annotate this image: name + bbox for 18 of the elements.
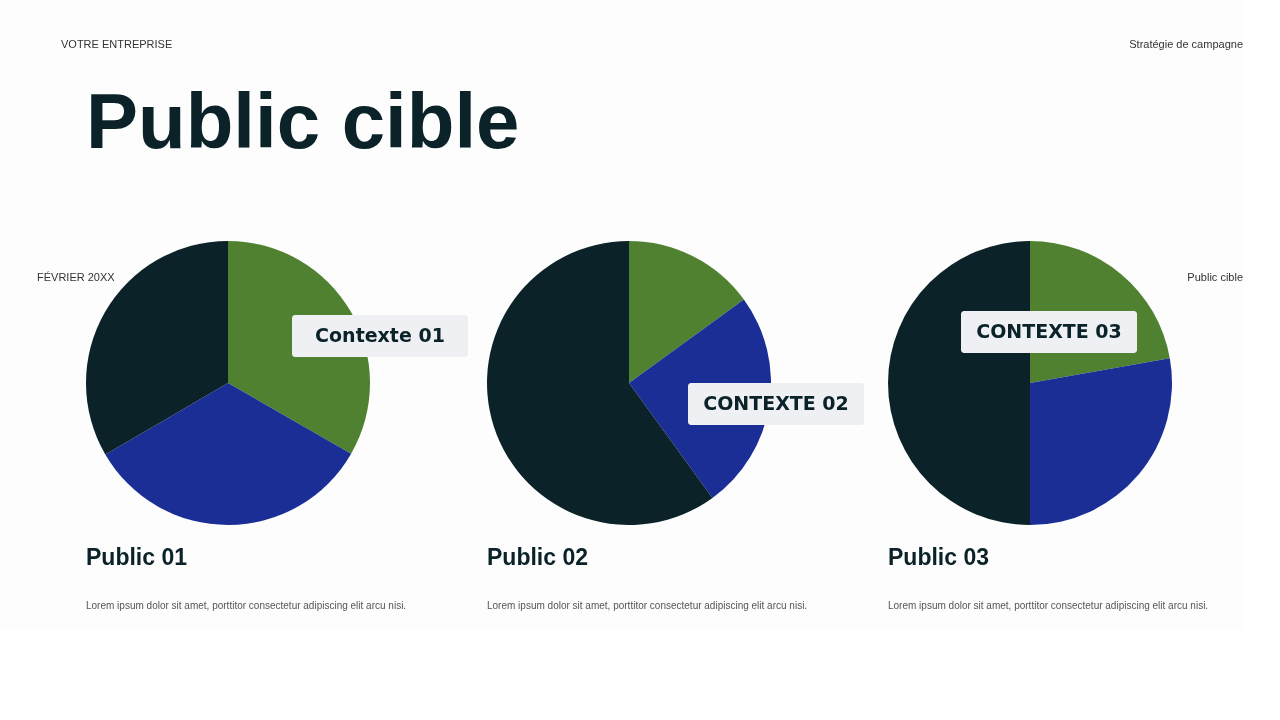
pie-slice	[86, 241, 228, 455]
text: Stratégie de campagne	[1129, 38, 1243, 50]
text: Public cible	[86, 77, 520, 165]
text: VOTRE ENTREPRISE	[61, 38, 173, 50]
text: Public 03	[888, 544, 989, 570]
text: Lorem ipsum dolor sit amet, porttitor consectetur adipiscing elit arcu nisi.	[888, 600, 1209, 611]
text: Lorem ipsum dolor sit amet, porttitor consectetur adipiscing elit arcu nisi.	[487, 600, 808, 611]
text: Public cible	[1187, 271, 1243, 283]
text: Contexte 01	[315, 324, 445, 346]
pie-slice	[1030, 358, 1172, 525]
text: CONTEXTE 02	[703, 392, 849, 414]
text: Lorem ipsum dolor sit amet, porttitor consectetur adipiscing elit arcu nisi.	[86, 600, 407, 611]
text: Public 02	[487, 544, 588, 570]
text: FÉVRIER 20XX	[37, 271, 116, 283]
pie-slice	[105, 383, 352, 525]
text: CONTEXTE 03	[976, 320, 1122, 342]
text: Public 01	[86, 544, 188, 570]
pie-slice	[629, 241, 744, 383]
